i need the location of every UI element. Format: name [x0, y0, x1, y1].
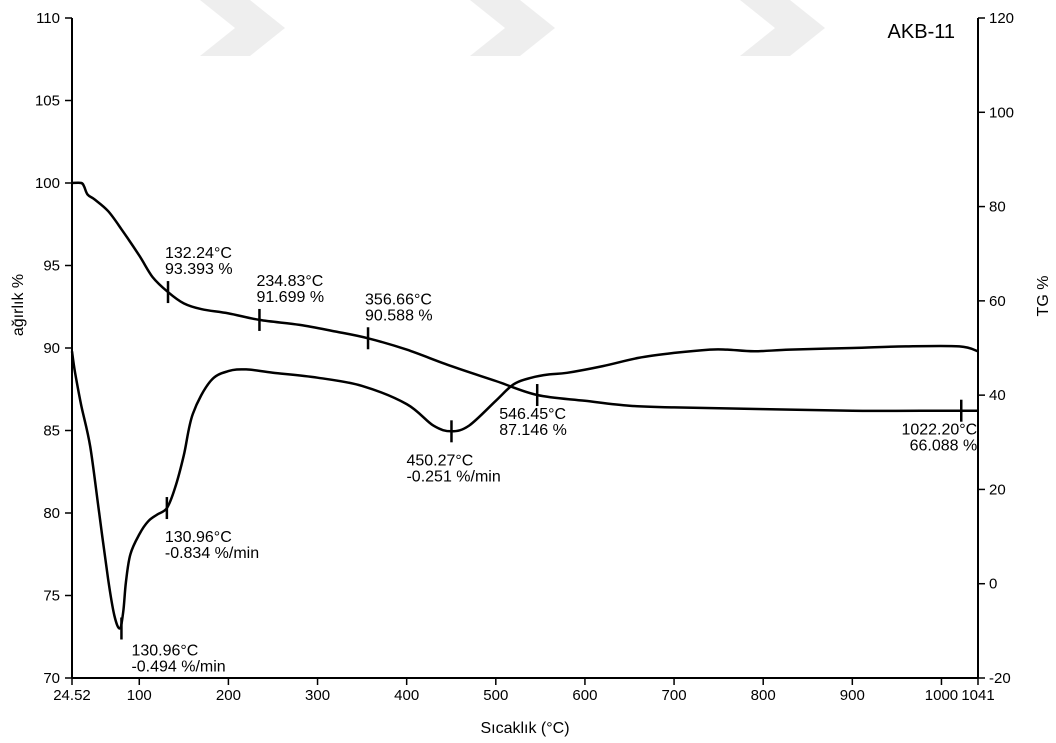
marker-label: 130.96°C	[131, 643, 198, 660]
y-right-ticks: -20 0 20 40 60 80 100 120	[978, 10, 1014, 687]
x-tick-label: 400	[394, 687, 419, 704]
x-tick-label: 600	[572, 687, 597, 704]
x-tick-label: 24.52	[53, 687, 91, 704]
chart-title: AKB-11	[888, 21, 955, 43]
x-ticks: 24.52 100 200 300 400 500 600 700 800 900 1000 1041	[53, 678, 995, 704]
x-tick-label: 800	[751, 687, 776, 704]
tg-weight-curve	[71, 181, 978, 413]
marker-label: 130.96°C	[165, 529, 232, 546]
y-left-tick-label: 90	[43, 340, 60, 357]
marker-label: 450.27°C	[406, 452, 473, 469]
y-right-axis-label: TG %	[1035, 276, 1052, 317]
dtg-rate-curve	[70, 344, 979, 630]
y-left-tick-label: 100	[35, 175, 60, 192]
marker-annotations: 132.24°C93.393 % 234.83°C91.699 % 356.66°C…	[120, 245, 978, 676]
marker-label: 1022.20°C	[901, 422, 977, 439]
y-right-tick-label: 80	[989, 199, 1006, 216]
y-left-axis-label: ağırlık %	[10, 274, 27, 336]
marker-label: 132.24°C	[165, 245, 232, 262]
x-tick-label: 200	[216, 687, 241, 704]
x-tick-label: 900	[840, 687, 865, 704]
x-tick-label: 1041	[961, 687, 994, 704]
y-right-tick-label: 100	[989, 104, 1014, 121]
y-left-tick-label: 80	[43, 505, 60, 522]
watermark	[200, 0, 825, 56]
marker-label: 90.588 %	[365, 307, 433, 324]
x-tick-label: 500	[483, 687, 508, 704]
y-right-tick-label: 0	[989, 576, 997, 593]
marker-label: 546.45°C	[499, 406, 566, 423]
y-right-tick-label: 120	[989, 10, 1014, 27]
y-left-tick-label: 70	[43, 670, 60, 687]
y-left-tick-label: 95	[43, 258, 60, 275]
marker-label: 93.393 %	[165, 261, 233, 278]
marker-label: 87.146 %	[499, 422, 567, 439]
x-axis-label: Sıcaklık (°C)	[480, 720, 569, 737]
y-left-tick-label: 75	[43, 588, 60, 605]
y-left-ticks: 70 75 80 85 90 95 100 105 110	[35, 10, 72, 687]
x-tick-label: 100	[127, 687, 152, 704]
y-left-tick-label: 110	[36, 10, 60, 27]
x-tick-label: 1000	[925, 687, 958, 704]
x-tick-label: 700	[662, 687, 687, 704]
marker-label: 91.699 %	[256, 289, 324, 306]
marker-label: -0.251 %/min	[406, 468, 500, 485]
marker-label: 234.83°C	[256, 273, 323, 290]
y-left-tick-label: 105	[35, 93, 60, 110]
x-tick-label: 300	[305, 687, 330, 704]
marker-label: 66.088 %	[910, 438, 978, 455]
y-left-tick-label: 85	[43, 423, 60, 440]
marker-label: -0.494 %/min	[131, 659, 225, 676]
y-right-tick-label: -20	[989, 670, 1011, 687]
y-right-tick-label: 20	[989, 481, 1006, 498]
y-right-tick-label: 60	[989, 293, 1006, 310]
y-right-tick-label: 40	[989, 387, 1006, 404]
marker-label: -0.834 %/min	[165, 545, 259, 562]
curves	[70, 181, 979, 630]
marker-label: 356.66°C	[365, 291, 432, 308]
